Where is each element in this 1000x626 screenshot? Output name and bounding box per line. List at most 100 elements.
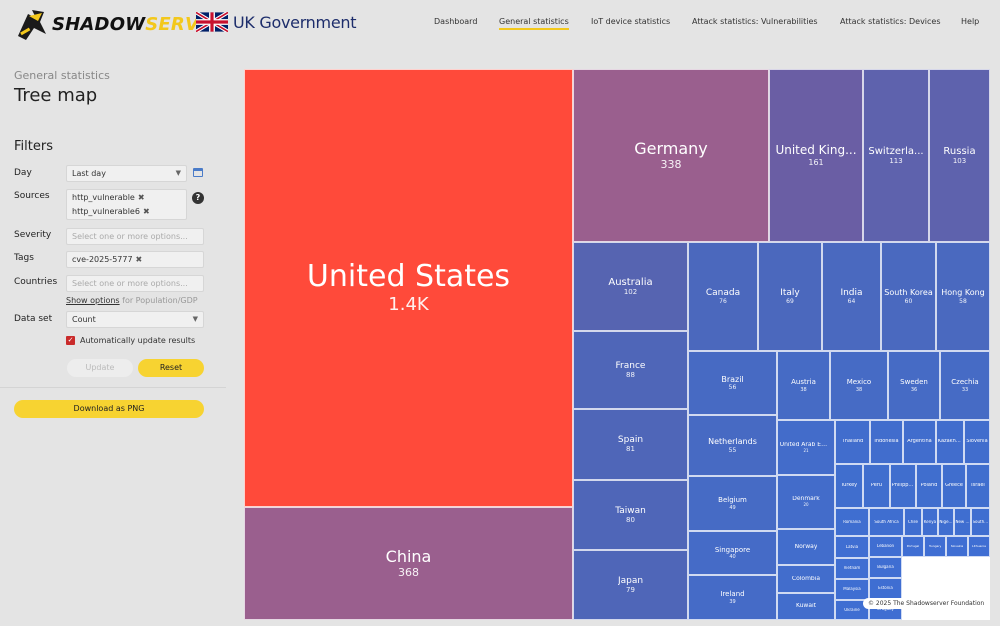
nav-attack-statistics-vulnerabilities[interactable]: Attack statistics: Vulnerabilities	[692, 17, 818, 26]
treemap-tile[interactable]: Kuwait	[777, 593, 835, 620]
treemap-tile[interactable]: South Korea 60	[881, 242, 936, 351]
treemap-tile[interactable]: Kazakhstan	[936, 420, 964, 464]
treemap-tile[interactable]: Czechia 33	[940, 351, 990, 420]
treemap-tile[interactable]: Brazil 56	[688, 351, 777, 415]
treemap-tile[interactable]: Thailand	[835, 420, 870, 464]
treemap-tile[interactable]: Ireland 39	[688, 575, 777, 620]
treemap-tile[interactable]: Slovakia	[946, 536, 968, 557]
treemap-tile[interactable]: India 64	[822, 242, 881, 351]
treemap-tile[interactable]: Hungary	[924, 536, 946, 557]
nav-iot-device-statistics[interactable]: IoT device statistics	[591, 17, 671, 26]
treemap-tile[interactable]: China 368	[244, 507, 573, 620]
remove-chip-icon[interactable]: ✖	[137, 193, 145, 202]
treemap-tile-name: Lebanon	[876, 544, 895, 549]
remove-chip-icon[interactable]: ✖	[142, 207, 150, 216]
dataset-select[interactable]: Count ▼	[66, 311, 204, 328]
treemap-tile-name: Kuwait	[795, 603, 817, 610]
treemap-tile[interactable]: New Zealand	[954, 508, 971, 536]
treemap-tile[interactable]: Philippi...	[890, 464, 916, 508]
treemap-tile[interactable]: Russia 103	[929, 69, 990, 242]
treemap-tile[interactable]: Poland	[916, 464, 942, 508]
nav-dashboard[interactable]: Dashboard	[434, 17, 478, 26]
treemap-tile[interactable]: Lithuania	[968, 536, 990, 557]
source-chip[interactable]: http_vulnerable ✖	[72, 191, 145, 205]
treemap-tile-name: Russia	[943, 145, 976, 157]
breadcrumb[interactable]: General statistics	[14, 69, 110, 82]
treemap-tile-value: 368	[398, 566, 419, 580]
countries-label: Countries	[14, 277, 58, 287]
tag-chip[interactable]: cve-2025-5777 ✖	[72, 255, 142, 264]
filters-sidebar: General statistics Tree map Filters Day …	[0, 48, 226, 433]
uk-government-logo[interactable]: UK Government	[196, 12, 356, 32]
treemap-tile[interactable]: Ukraine	[835, 600, 869, 620]
treemap-tile-name: South Africa	[874, 519, 899, 524]
treemap-tile[interactable]: Australia 102	[573, 242, 688, 331]
treemap-tile[interactable]: Colombia	[777, 565, 835, 593]
treemap-tile[interactable]: Netherlands 55	[688, 415, 777, 476]
treemap-tile[interactable]: Portugal	[902, 536, 924, 557]
treemap-tile[interactable]: Estonia	[869, 578, 902, 599]
treemap-tile[interactable]: Canada 76	[688, 242, 758, 351]
help-icon[interactable]: ?	[192, 192, 204, 204]
treemap-tile[interactable]: Vietnam	[835, 558, 869, 579]
treemap-tile[interactable]: Peru	[863, 464, 890, 508]
treemap-tile-name: Turkey	[840, 483, 858, 489]
treemap-tile[interactable]: Germany 338	[573, 69, 769, 242]
treemap-tile[interactable]: Lebanon	[869, 536, 902, 557]
day-select[interactable]: Last day ▼	[66, 165, 187, 182]
treemap-tile[interactable]: Singapore 40	[688, 531, 777, 575]
treemap-tile-value: 60	[904, 297, 913, 305]
treemap-tile-value: 64	[847, 298, 856, 306]
treemap-tile-name: Spain	[617, 435, 644, 446]
treemap-tile[interactable]: Norway	[777, 529, 835, 565]
treemap-tile[interactable]: Romania	[835, 508, 869, 536]
treemap-tile[interactable]: Italy 69	[758, 242, 822, 351]
treemap-tile[interactable]: United King... 161	[769, 69, 863, 242]
treemap-tile[interactable]: Israel	[966, 464, 990, 508]
nav-help[interactable]: Help	[961, 17, 980, 26]
treemap-tile[interactable]: Malaysia	[835, 579, 869, 600]
update-button[interactable]: Update	[67, 359, 133, 377]
treemap-tile[interactable]: Kenya	[922, 508, 938, 536]
treemap-tile[interactable]: Hong Kong 58	[936, 242, 990, 351]
countries-multiselect[interactable]: Select one or more options...	[66, 275, 204, 292]
treemap-tile[interactable]: Chile	[904, 508, 922, 536]
treemap-tile[interactable]: Bulgaria	[869, 557, 902, 578]
treemap-tile[interactable]: Japan 79	[573, 550, 688, 620]
calendar-icon[interactable]	[193, 168, 203, 177]
treemap-tile[interactable]: Argentina	[903, 420, 936, 464]
treemap-tile[interactable]: South Korea	[971, 508, 990, 536]
nav-general-statistics[interactable]: General statistics	[499, 17, 569, 30]
treemap-tile[interactable]: Indonesia	[870, 420, 903, 464]
treemap-tile[interactable]: Greece	[942, 464, 966, 508]
source-chip[interactable]: http_vulnerable6 ✖	[72, 205, 150, 219]
treemap-tile[interactable]: Denmark 20	[777, 475, 835, 529]
nav-attack-statistics-devices[interactable]: Attack statistics: Devices	[840, 17, 941, 26]
treemap-tile[interactable]: South Africa	[869, 508, 904, 536]
severity-multiselect[interactable]: Select one or more options...	[66, 228, 204, 245]
show-options-link[interactable]: Show options	[66, 296, 120, 305]
reset-button[interactable]: Reset	[138, 359, 204, 377]
sources-multiselect[interactable]: http_vulnerable ✖ http_vulnerable6 ✖	[66, 189, 187, 220]
treemap-tile[interactable]: Latvia	[835, 536, 869, 558]
shadowserver-mark-icon	[14, 6, 50, 42]
treemap-tile[interactable]: Switzerla... 113	[863, 69, 929, 242]
remove-chip-icon[interactable]: ✖	[135, 255, 143, 264]
treemap-tile[interactable]: Slovenia	[964, 420, 990, 464]
treemap-tile[interactable]: France 88	[573, 331, 688, 409]
treemap-tile[interactable]: Mexico 38	[830, 351, 888, 420]
tags-multiselect[interactable]: cve-2025-5777 ✖	[66, 251, 204, 268]
treemap-tile[interactable]: United Arab Em... 21	[777, 420, 835, 475]
auto-update-checkbox[interactable]: ✓	[66, 336, 75, 345]
treemap-tile[interactable]: Spain 81	[573, 409, 688, 480]
country-treemap[interactable]: United States 1.4K China 368 Germany 338 Unite…	[244, 69, 990, 620]
treemap-tile[interactable]: Nigeria	[938, 508, 954, 536]
shadowserver-logo[interactable]: SHADOWSERVER	[14, 4, 226, 44]
treemap-tile[interactable]: Belgium 49	[688, 476, 777, 531]
treemap-tile[interactable]: United States 1.4K	[244, 69, 573, 507]
treemap-tile[interactable]: Turkey	[835, 464, 863, 508]
treemap-tile[interactable]: Sweden 36	[888, 351, 940, 420]
download-png-button[interactable]: Download as PNG	[14, 400, 204, 418]
treemap-tile[interactable]: Taiwan 80	[573, 480, 688, 550]
treemap-tile[interactable]: Austria 38	[777, 351, 830, 420]
